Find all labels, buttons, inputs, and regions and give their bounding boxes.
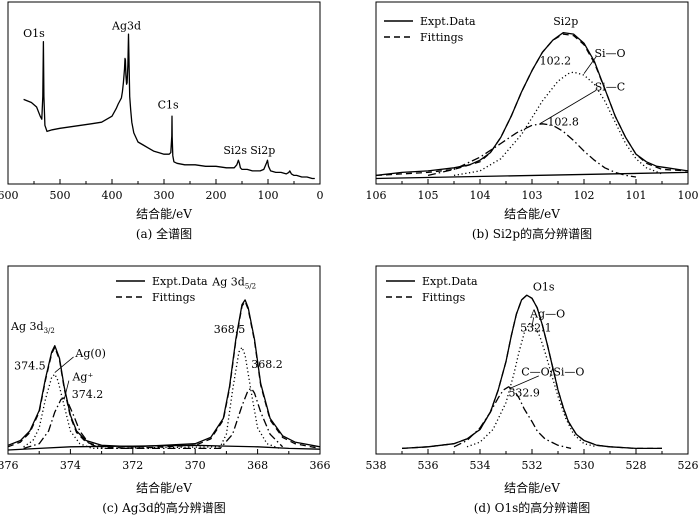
panel-d-leader-line	[509, 375, 539, 389]
panel-b-series-baseline	[375, 171, 689, 180]
panel-c-legend: Expt.Data Fittings	[116, 275, 208, 304]
panel-a-xtick-label: 300	[154, 189, 175, 202]
panel-a-xtick-label: 100	[258, 189, 279, 202]
panel-b-series-fittings	[375, 33, 689, 177]
panel-d-series-ag-o	[466, 322, 598, 448]
panel-a-xtick-label: 600	[0, 189, 19, 202]
panel-b-leader-line	[539, 90, 597, 125]
panel-d-annotation: Ag—O	[529, 307, 565, 320]
panel-a-caption: (a) 全谱图	[136, 226, 192, 241]
panel-c-xtick-label: 368	[247, 459, 268, 472]
panel-b-plot: Si2p 102.2 Si—O Si—C 102.8	[375, 15, 689, 180]
panel-d-annotation: C—O/Si—O	[521, 366, 584, 379]
panel-a-xtick-label: 400	[102, 189, 123, 202]
panel-d-legend: Expt.Data Fittings	[386, 275, 478, 304]
panel-b: 106 105 104 103 102 101 100 Si2p102.2Si—OSi—C1…	[366, 1, 699, 241]
legend-fit-label-d: Fittings	[422, 291, 466, 304]
panel-c-annotation: 368.5	[214, 323, 246, 336]
legend-fit-label-b: Fittings	[420, 31, 464, 44]
legend-expt-label-c: Expt.Data	[152, 275, 208, 288]
panel-a-xtick-label: 500	[50, 189, 71, 202]
panel-c-annotation: 374.5	[14, 359, 46, 372]
panel-a-plot: O1s Ag3d C1s Si2s Si2p	[23, 20, 315, 180]
panel-b-xtick-label: 100	[678, 189, 699, 202]
panel-c-annotation: Ag⁺	[71, 370, 93, 383]
panel-b-xlabel: 结合能/eV	[504, 206, 560, 221]
panel-c-annotation: Ag 3d5/2	[211, 276, 256, 291]
panel-b-annotation: 102.2	[540, 54, 572, 67]
panel-a-xlabel: 结合能/eV	[136, 206, 192, 221]
panel-c-annotation: Ag(0)	[74, 347, 106, 360]
panel-d-annotation: 532.9	[508, 386, 540, 399]
panel-c-leader-line	[63, 380, 70, 400]
panel-c-annotation: 374.2	[72, 388, 104, 401]
panel-a-annotation: Si2s	[223, 144, 247, 157]
panel-c-caption: (c) Ag3d的高分辨谱图	[102, 500, 226, 515]
panel-a: 600 500 400 300 200 100 0 O1s Ag3d C1s Si2s Si2p 结…	[0, 1, 324, 241]
panel-c-axes: 376 374 372 370 368 366	[0, 265, 331, 472]
panel-d-axes: 538 536 534 532 530 528 526	[366, 265, 699, 472]
panel-b-caption: (b) Si2p的高分辨谱图	[472, 226, 592, 241]
panel-c-xtick-label: 372	[122, 459, 143, 472]
panel-a-annotation: C1s	[158, 99, 179, 112]
panel-d-series-fittings	[401, 294, 662, 450]
panel-c-annotation: Ag 3d3/2	[10, 320, 55, 335]
panel-a-xtick-label: 0	[317, 189, 324, 202]
panel-b-annotation: Si2p	[553, 15, 578, 28]
panel-c-series-fittings	[7, 300, 321, 450]
panel-b-annotation: Si—C	[595, 80, 625, 93]
panel-b-annotation: 102.8	[547, 115, 579, 128]
panel-a-series-survey	[23, 33, 315, 180]
panel-d-annotation: O1s	[533, 280, 555, 293]
panel-c-series-ag-0-	[23, 346, 280, 450]
panel-d-series-c-o-si-o	[453, 386, 572, 450]
panel-c-leader-line	[54, 356, 74, 373]
panel-b-series-si-c	[427, 123, 637, 178]
panel-b-annotation: Si—O	[594, 47, 625, 60]
panel-d-plot: O1s Ag—O 532.1 C—O/Si—O 532.9	[401, 280, 662, 450]
legend-expt-label-d: Expt.Data	[422, 275, 478, 288]
panel-d-xtick-label: 538	[366, 459, 387, 472]
panel-c-annotation: 368.2	[251, 358, 283, 371]
panel-b-xtick-label: 103	[522, 189, 543, 202]
panel-b-leader-line	[583, 56, 597, 74]
legend-expt-label-b: Expt.Data	[420, 15, 476, 28]
panel-d-xtick-label: 536	[418, 459, 439, 472]
panel-c-xlabel: 结合能/eV	[136, 480, 192, 495]
panel-d-leader-line	[531, 317, 534, 327]
panel-b-legend: Expt.Data Fittings	[384, 15, 476, 44]
panel-d-xtick-label: 530	[574, 459, 595, 472]
panel-b-xtick-label: 106	[366, 189, 387, 202]
panel-d-annotation: 532.1	[520, 322, 552, 335]
panel-c: 376 374 372 370 368 366 Ag 3d3/2 Ag 3d5/2 374.5…	[0, 265, 331, 515]
panel-b-xtick-label: 104	[470, 189, 491, 202]
panel-b-xtick-label: 102	[574, 189, 595, 202]
panel-d-xtick-label: 532	[522, 459, 543, 472]
panel-b-series-expt-data	[375, 31, 689, 177]
panel-b-axes: 106 105 104 103 102 101 100	[366, 1, 699, 202]
panel-b-series-si-o	[453, 71, 663, 177]
panel-d-xlabel: 结合能/eV	[504, 480, 560, 495]
panel-d-xtick-label: 526	[678, 459, 699, 472]
panel-a-axes: 600 500 400 300 200 100 0	[0, 1, 324, 202]
panel-d-xtick-label: 528	[626, 459, 647, 472]
panel-a-annotation: Si2p	[250, 144, 275, 157]
panel-b-frame	[375, 1, 689, 185]
panel-c-xtick-label: 374	[60, 459, 81, 472]
panel-c-series-baseline	[7, 444, 321, 451]
panel-a-annotation: O1s	[23, 27, 45, 40]
legend-fit-label-c: Fittings	[152, 291, 196, 304]
panel-c-xtick-label: 376	[0, 459, 19, 472]
panel-d-caption: (d) O1s的高分辨谱图	[474, 500, 591, 515]
panel-d-xtick-label: 534	[470, 459, 491, 472]
panel-c-xtick-label: 370	[185, 459, 206, 472]
panel-c-xtick-label: 366	[310, 459, 331, 472]
panel-d: 538 536 534 532 530 528 526 O1s Ag—O 532.1 C—O/Si…	[366, 265, 699, 515]
panel-a-xtick-label: 200	[206, 189, 227, 202]
panel-b-xtick-label: 105	[418, 189, 439, 202]
panel-b-xtick-label: 101	[626, 189, 647, 202]
panel-a-annotation: Ag3d	[111, 20, 141, 33]
